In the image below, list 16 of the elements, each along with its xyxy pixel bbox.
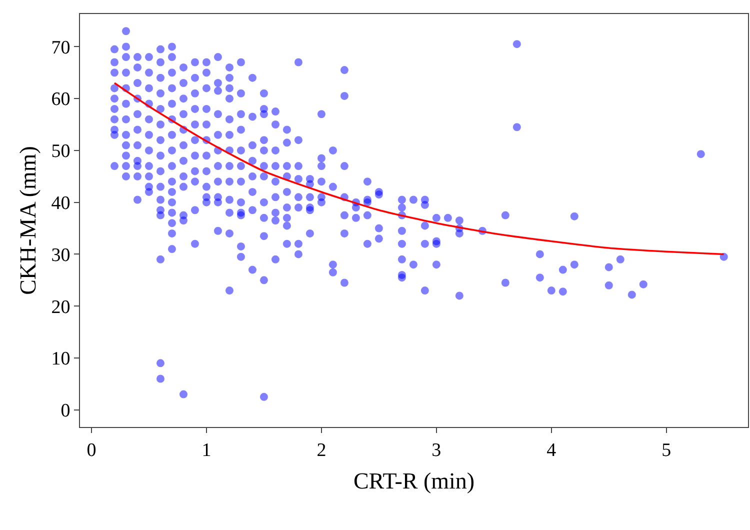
y-tick-label: 70 [51, 37, 70, 58]
x-tick-label: 2 [316, 440, 326, 461]
x-tick-label: 5 [662, 440, 672, 461]
y-tick-label: 30 [51, 244, 70, 266]
y-tick-label: 0 [60, 400, 70, 422]
y-tick-label: 60 [51, 89, 70, 110]
x-tick-label: 4 [546, 440, 557, 461]
y-axis-title: CKH-MA (mm) [16, 146, 41, 295]
y-tick-label: 40 [51, 192, 70, 214]
x-tick-label: 3 [432, 440, 442, 461]
y-tick-label: 10 [51, 348, 70, 370]
y-tick-label: 50 [51, 141, 70, 162]
y-tick-label: 20 [51, 296, 70, 318]
x-tick-label: 1 [202, 440, 212, 461]
x-tick-label: 0 [86, 440, 96, 461]
x-axis-title: CRT-R (min) [353, 468, 475, 494]
